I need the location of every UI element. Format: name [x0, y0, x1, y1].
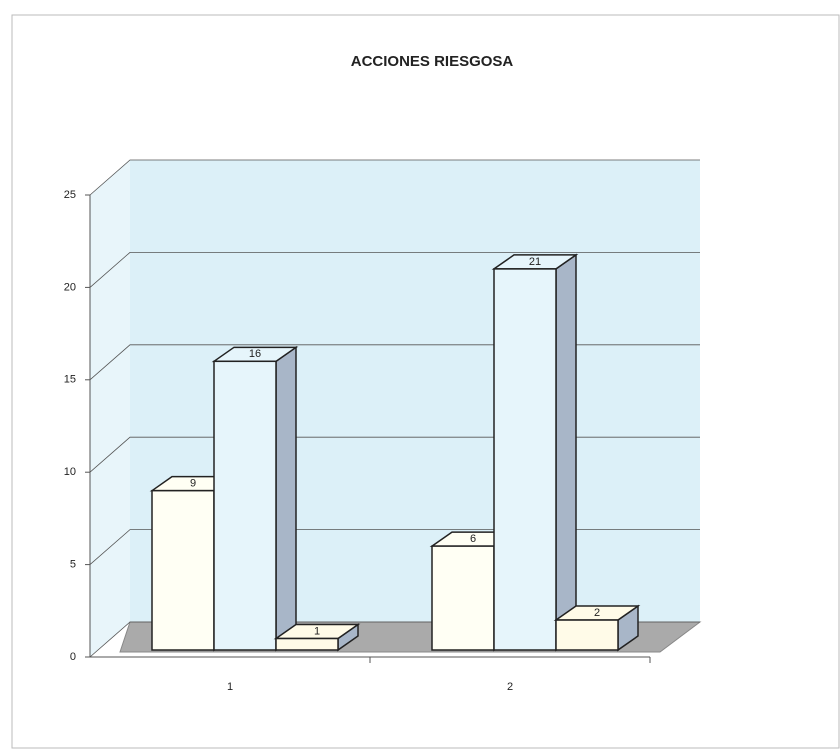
y-tick-label: 0: [70, 651, 76, 663]
x-tick-label: 2: [507, 681, 513, 693]
side-wall: [90, 160, 130, 657]
data-label: 21: [529, 256, 541, 268]
bar: [213, 360, 277, 651]
y-tick-label: 10: [64, 466, 76, 478]
y-tick-label: 5: [70, 559, 76, 571]
data-label: 9: [190, 478, 196, 490]
bar: [555, 619, 619, 651]
data-label: 1: [314, 625, 320, 637]
y-tick-label: 25: [64, 189, 76, 201]
y-tick-label: 15: [64, 374, 76, 386]
bar-side: [555, 253, 577, 652]
bar-side: [275, 345, 297, 652]
bar: [275, 637, 339, 651]
y-tick-label: 20: [64, 281, 76, 293]
bar: [431, 545, 495, 651]
data-label: 2: [594, 607, 600, 619]
chart-title: ACCIONES RIESGOSA: [351, 53, 514, 70]
grid-line: [89, 159, 700, 196]
data-label: 6: [470, 533, 476, 545]
x-tick-label: 1: [227, 681, 233, 693]
grid-line: [89, 251, 700, 288]
bar: [151, 489, 215, 651]
bar: [493, 268, 557, 651]
data-label: 16: [249, 348, 261, 360]
